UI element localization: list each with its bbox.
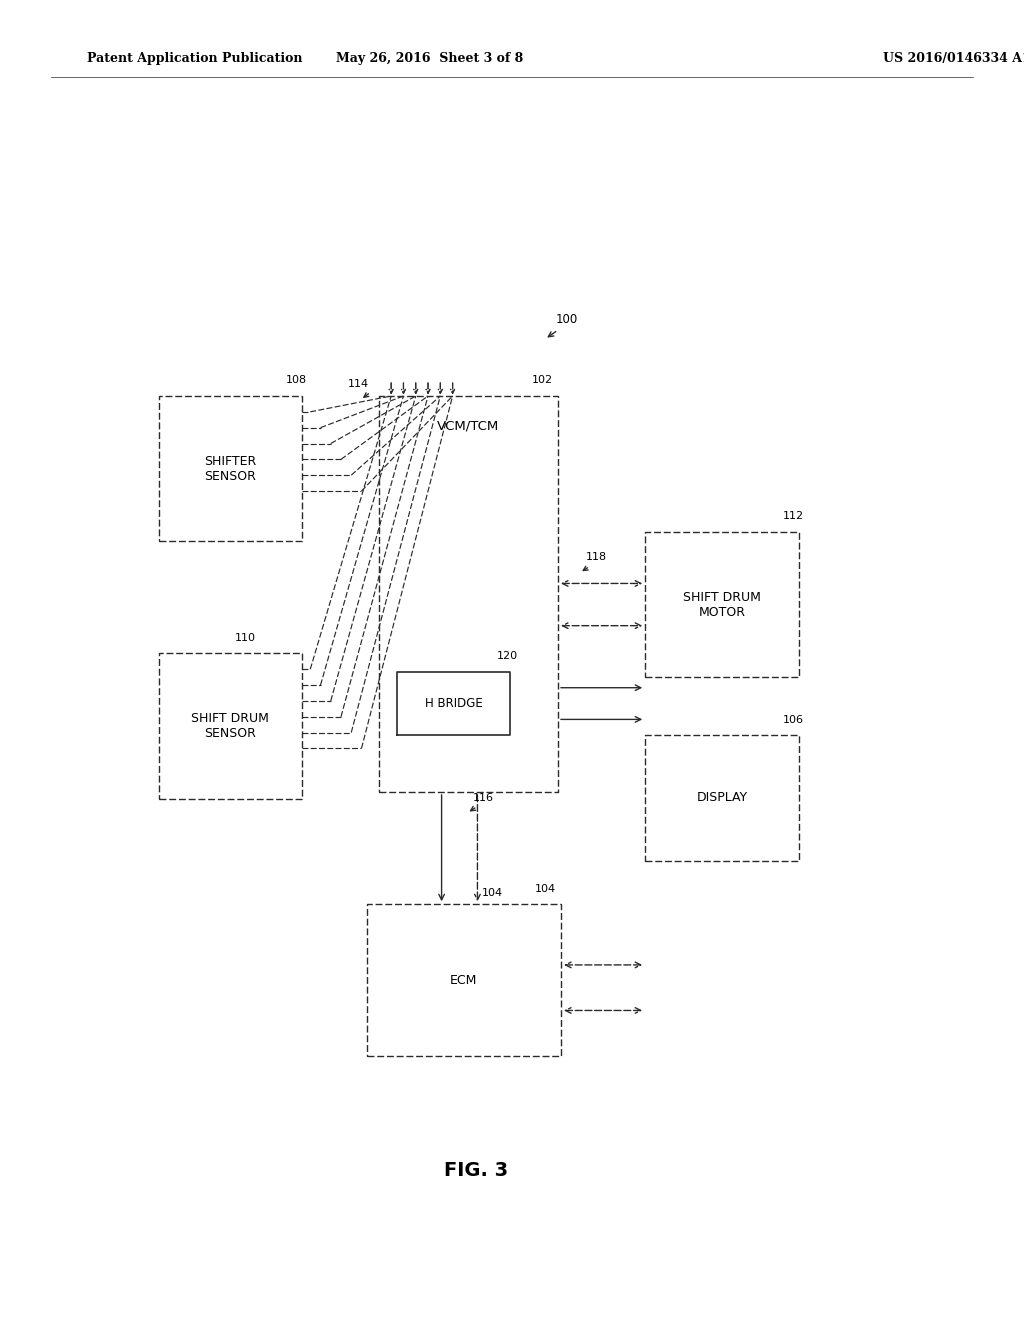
Text: 112: 112 <box>782 511 804 521</box>
Text: 100: 100 <box>556 313 579 326</box>
Text: SHIFT DRUM
MOTOR: SHIFT DRUM MOTOR <box>683 590 761 619</box>
Text: 104: 104 <box>481 887 503 898</box>
Text: Patent Application Publication: Patent Application Publication <box>87 51 302 65</box>
Text: May 26, 2016  Sheet 3 of 8: May 26, 2016 Sheet 3 of 8 <box>337 51 523 65</box>
Text: 106: 106 <box>782 714 804 725</box>
Text: H BRIDGE: H BRIDGE <box>425 697 482 710</box>
Text: US 2016/0146334 A1: US 2016/0146334 A1 <box>883 51 1024 65</box>
Text: SHIFTER
SENSOR: SHIFTER SENSOR <box>204 454 257 483</box>
Text: 104: 104 <box>535 883 556 894</box>
Text: ECM: ECM <box>451 974 477 986</box>
Text: DISPLAY: DISPLAY <box>696 792 748 804</box>
Text: 116: 116 <box>473 792 495 803</box>
Text: 102: 102 <box>531 375 553 385</box>
Text: 114: 114 <box>348 379 370 389</box>
Text: 120: 120 <box>497 651 518 661</box>
Text: 108: 108 <box>286 375 307 385</box>
Text: VCM/TCM: VCM/TCM <box>437 420 500 433</box>
Text: FIG. 3: FIG. 3 <box>444 1162 508 1180</box>
Text: SHIFT DRUM
SENSOR: SHIFT DRUM SENSOR <box>191 711 269 741</box>
Text: 118: 118 <box>586 552 607 562</box>
Text: 110: 110 <box>234 632 256 643</box>
